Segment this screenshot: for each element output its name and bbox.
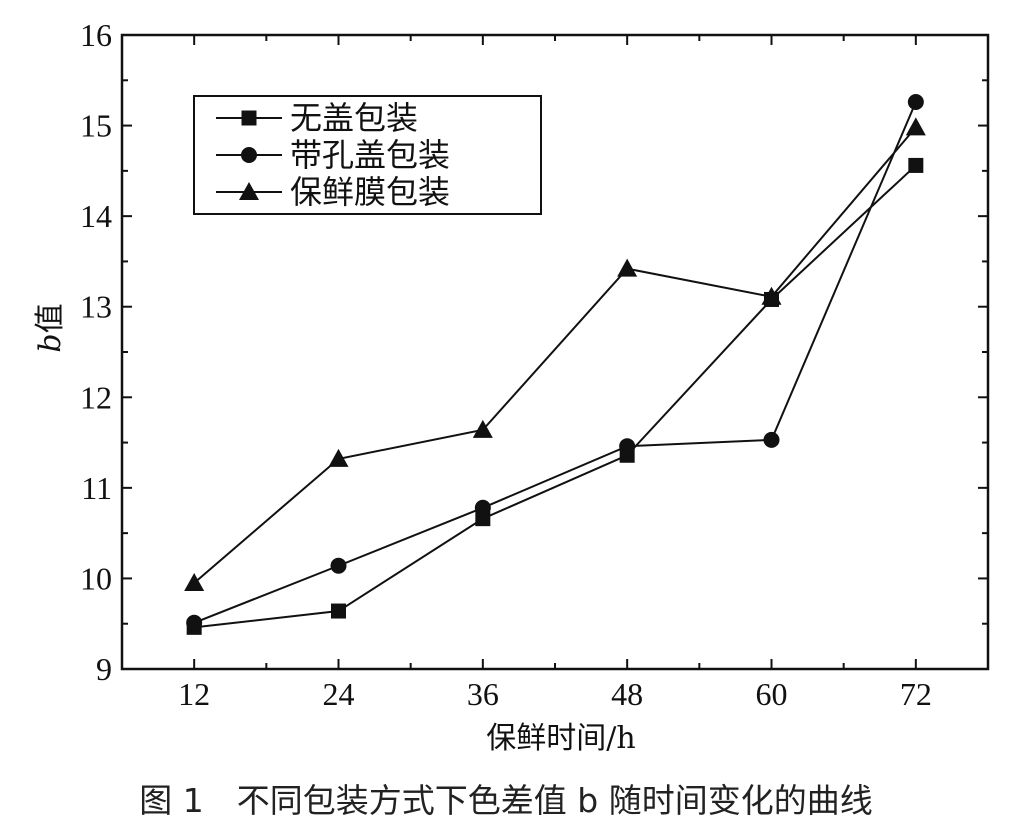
y-tick-label: 15 bbox=[80, 108, 112, 144]
data-point-square bbox=[331, 603, 346, 619]
data-point-triangle bbox=[617, 258, 638, 277]
data-point-circle bbox=[474, 499, 491, 516]
data-point-circle bbox=[619, 438, 636, 455]
data-point-triangle bbox=[184, 572, 205, 591]
legend-label: 保鲜膜包装 bbox=[290, 173, 450, 211]
data-point-triangle bbox=[905, 117, 926, 136]
series-line-circle bbox=[193, 101, 917, 624]
data-point-square bbox=[908, 157, 924, 173]
data-point-triangle bbox=[472, 419, 493, 438]
y-axis-label-rest: 值 bbox=[33, 303, 68, 333]
x-tick-label: 12 bbox=[178, 676, 210, 712]
data-point-triangle bbox=[328, 448, 349, 467]
series-line-square bbox=[194, 164, 917, 629]
data-point-circle bbox=[186, 614, 203, 631]
series-markers bbox=[184, 94, 926, 635]
y-tick-label: 14 bbox=[80, 198, 112, 234]
x-tick-label: 48 bbox=[611, 676, 643, 712]
y-tick-label: 10 bbox=[80, 560, 112, 596]
y-tick-label: 16 bbox=[80, 17, 112, 53]
y-axis-ticks: 9 10 11 12 13 14 15 16 bbox=[80, 17, 988, 687]
y-axis-label: b值 bbox=[33, 303, 68, 352]
x-tick-label: 72 bbox=[900, 676, 932, 712]
figure-caption: 图 1 不同包装方式下色差值 b 随时间变化的曲线 bbox=[139, 781, 872, 820]
legend-label: 带孔盖包装 bbox=[290, 136, 450, 174]
y-axis-label-italic: b bbox=[33, 333, 68, 352]
y-tick-label: 11 bbox=[81, 470, 112, 506]
data-point-circle bbox=[763, 431, 780, 448]
series-lines bbox=[193, 101, 917, 629]
data-point-triangle bbox=[761, 286, 782, 305]
legend-marker-circle bbox=[241, 147, 257, 163]
x-axis-ticks: 12 24 36 48 60 72 bbox=[178, 35, 932, 712]
data-point-circle bbox=[330, 557, 347, 574]
y-tick-label: 9 bbox=[96, 651, 112, 687]
x-axis-label: 保鲜时间/h bbox=[486, 721, 635, 756]
legend-label: 无盖包装 bbox=[290, 99, 418, 137]
data-point-square bbox=[475, 511, 491, 527]
y-tick-label: 12 bbox=[80, 379, 112, 415]
y-tick-label: 13 bbox=[80, 289, 112, 325]
legend-marker-triangle bbox=[239, 182, 259, 200]
x-tick-label: 36 bbox=[467, 676, 499, 712]
series-line-triangle bbox=[193, 126, 917, 584]
x-tick-label: 24 bbox=[323, 676, 355, 712]
x-tick-label: 60 bbox=[756, 676, 788, 712]
legend-marker-square bbox=[241, 110, 257, 126]
data-point-circle bbox=[907, 94, 924, 111]
